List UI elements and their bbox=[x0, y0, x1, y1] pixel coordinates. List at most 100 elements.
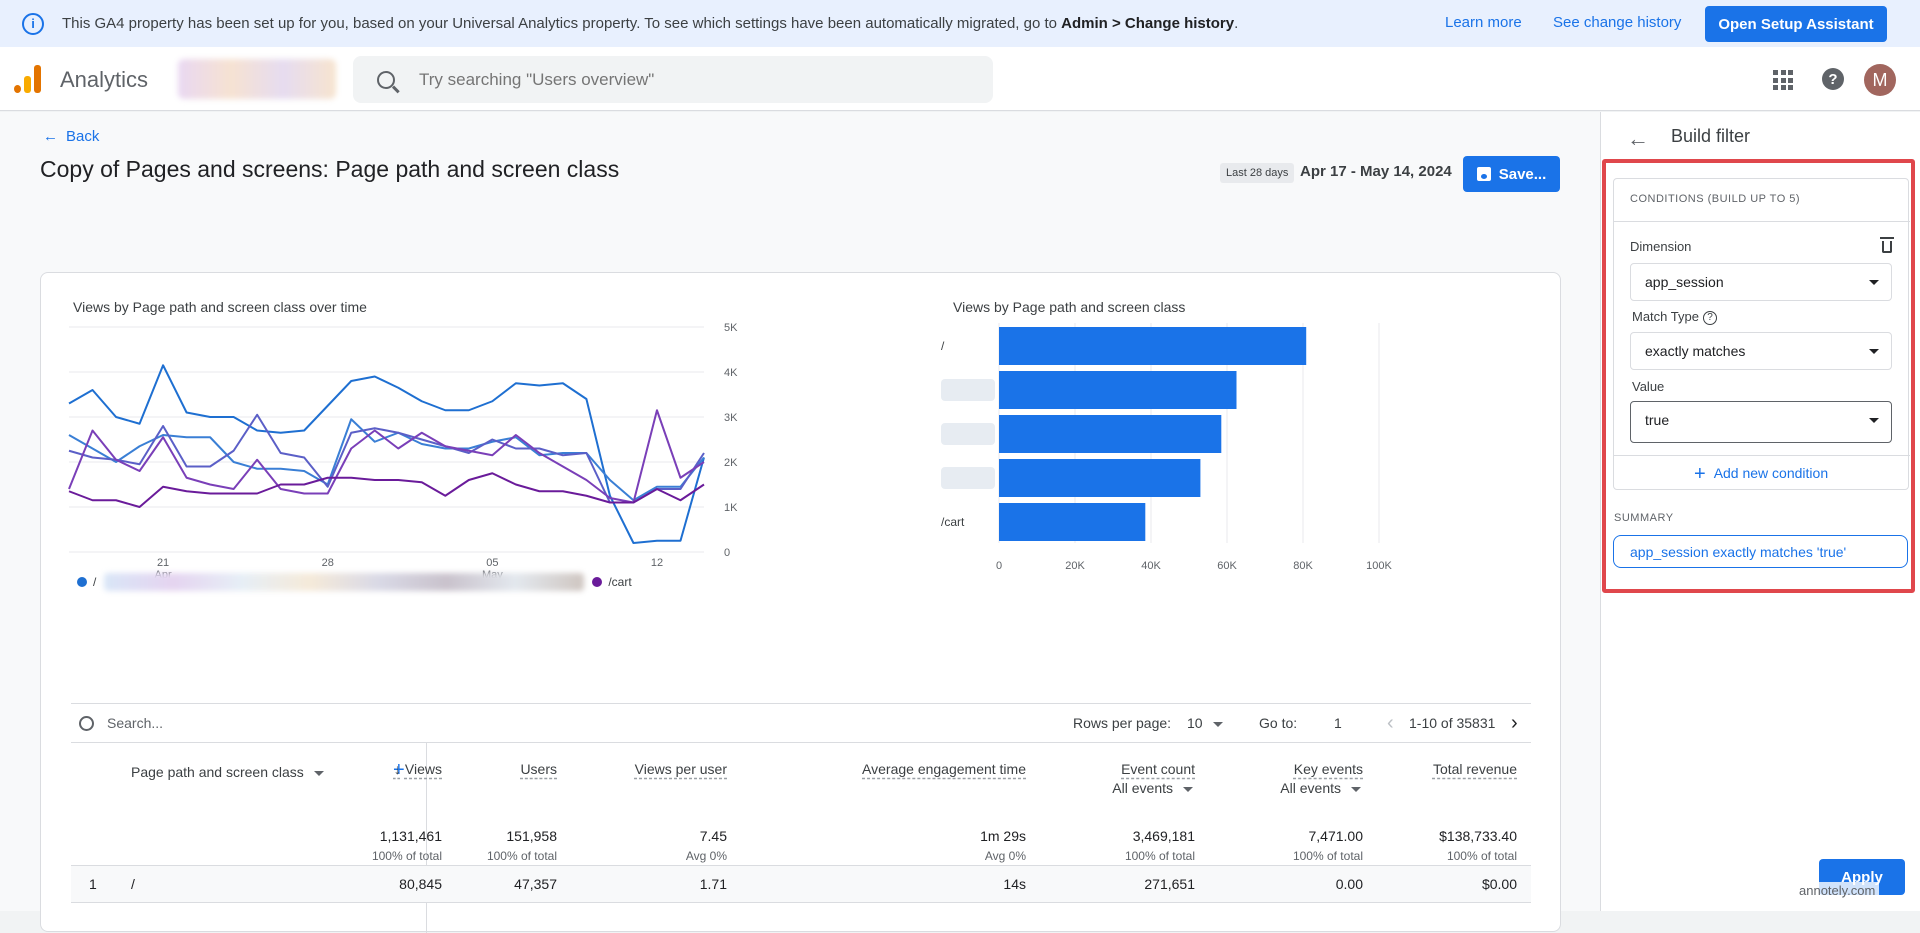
col-event-count-header[interactable]: Event count bbox=[1121, 761, 1195, 777]
account-picker[interactable] bbox=[178, 59, 336, 99]
see-change-history-link[interactable]: See change history bbox=[1553, 14, 1682, 31]
category-label-redacted bbox=[941, 467, 995, 489]
search-icon bbox=[377, 70, 395, 89]
report-area: ← Back Copy of Pages and screens: Page p… bbox=[0, 112, 1600, 933]
col-total-revenue-header[interactable]: Total revenue bbox=[1432, 761, 1517, 777]
category-label-redacted bbox=[941, 379, 995, 401]
col-views-per-user-header[interactable]: Views per user bbox=[634, 761, 727, 777]
open-setup-assistant-button[interactable]: Open Setup Assistant bbox=[1705, 6, 1887, 42]
table-row[interactable]: 1 / 80,845 47,357 1.71 14s 271,651 0.00 … bbox=[71, 865, 1531, 903]
divider bbox=[1614, 455, 1910, 456]
report-card: Views by Page path and screen class over… bbox=[40, 272, 1561, 933]
row-total-revenue: $0.00 bbox=[1481, 876, 1517, 892]
goto-label: Go to: bbox=[1259, 715, 1298, 731]
avatar[interactable]: M bbox=[1864, 64, 1896, 96]
legend-items-redacted bbox=[104, 573, 585, 591]
total-avg-engagement-sub: Avg 0% bbox=[984, 849, 1026, 863]
build-filter-panel: ← Build filter bbox=[1600, 112, 1920, 911]
col-key-events-header[interactable]: Key events bbox=[1293, 761, 1363, 777]
rows-per-page-select[interactable]: 10 bbox=[1187, 715, 1223, 731]
apps-grid-icon[interactable] bbox=[1773, 70, 1793, 90]
rows-per-page-label: Rows per page: bbox=[1073, 715, 1172, 731]
banner-message-bold: Admin > Change history bbox=[1061, 15, 1235, 32]
date-preset-chip[interactable]: Last 28 days bbox=[1220, 163, 1295, 183]
watermark: annotely.com bbox=[1795, 882, 1880, 899]
row-dimension[interactable]: / bbox=[131, 876, 135, 892]
y-tick-label: 1K bbox=[724, 502, 738, 514]
series-line bbox=[68, 413, 705, 504]
dimension-select[interactable]: app_session bbox=[1630, 263, 1892, 301]
add-new-condition-button[interactable]: + Add new condition bbox=[1694, 463, 1829, 485]
app-name[interactable]: Analytics bbox=[60, 67, 149, 92]
divider bbox=[1614, 221, 1910, 222]
summary-chip: app_session exactly matches 'true' bbox=[1613, 535, 1908, 568]
dimension-label: Dimension bbox=[1630, 239, 1692, 254]
row-views-per-user: 1.71 bbox=[699, 876, 727, 892]
help-icon[interactable]: ? bbox=[1702, 310, 1717, 325]
conditions-box: CONDITIONS (BUILD UP TO 5) Dimension app… bbox=[1613, 178, 1910, 490]
series-line bbox=[68, 409, 705, 504]
series-line bbox=[68, 472, 705, 508]
key-events-filter[interactable]: All events bbox=[1280, 780, 1361, 796]
total-event-count-sub: 100% of total bbox=[1124, 849, 1195, 863]
bar bbox=[999, 459, 1201, 497]
goto-input[interactable]: 1 bbox=[1334, 715, 1342, 731]
line-chart[interactable]: 5K4K3K2K1K021Apr2805May12 bbox=[41, 313, 901, 613]
chevron-down-icon bbox=[1869, 349, 1879, 354]
col-users-header[interactable]: Users bbox=[520, 761, 557, 777]
chevron-down-icon bbox=[1869, 418, 1879, 423]
col-views-header[interactable]: ↓ Views bbox=[393, 761, 442, 777]
arrow-left-icon[interactable]: ← bbox=[1627, 126, 1649, 151]
event-count-filter[interactable]: All events bbox=[1112, 780, 1193, 796]
y-tick-label: 4K bbox=[724, 367, 738, 379]
y-tick-label: 0 bbox=[724, 547, 730, 559]
x-tick-label: 21 bbox=[157, 557, 169, 569]
trash-icon[interactable] bbox=[1880, 237, 1894, 253]
info-icon: i bbox=[22, 12, 44, 35]
page-title: Copy of Pages and screens: Page path and… bbox=[40, 156, 620, 182]
search-icon bbox=[79, 716, 94, 731]
back-link[interactable]: ← Back bbox=[43, 128, 99, 145]
analytics-logo-icon[interactable] bbox=[14, 65, 42, 93]
next-page-icon[interactable]: › bbox=[1511, 712, 1518, 734]
match-type-select[interactable]: exactly matches bbox=[1630, 332, 1892, 370]
dimension-header[interactable]: Page path and screen class bbox=[131, 764, 324, 780]
arrow-left-icon: ← bbox=[43, 128, 58, 145]
global-search[interactable] bbox=[353, 56, 993, 103]
chevron-down-icon bbox=[1212, 721, 1223, 727]
total-views-sub: 100% of total bbox=[371, 849, 442, 863]
y-tick-label: 2K bbox=[724, 457, 738, 469]
help-icon[interactable]: ? bbox=[1822, 68, 1844, 90]
value-select[interactable]: true bbox=[1630, 401, 1892, 443]
bar-chart[interactable]: 0 20K 40K 60K 80K 100K / /cart bbox=[941, 313, 1541, 613]
search-input[interactable] bbox=[419, 69, 939, 90]
prev-page-icon[interactable]: ‹ bbox=[1387, 712, 1394, 734]
save-button[interactable]: Save... bbox=[1463, 156, 1560, 192]
date-range[interactable]: Apr 17 - May 14, 2024 bbox=[1300, 163, 1452, 180]
x-tick-label: 80K bbox=[1293, 560, 1313, 572]
total-revenue-sub: 100% of total bbox=[1446, 849, 1517, 863]
table-search-input[interactable]: Search... bbox=[107, 715, 164, 731]
total-key-events-sub: 100% of total bbox=[1292, 849, 1363, 863]
col-avg-engagement-header[interactable]: Average engagement time bbox=[862, 761, 1026, 777]
x-tick-label: 28 bbox=[322, 557, 334, 569]
total-views-per-user: 7.45 bbox=[699, 828, 727, 844]
column-divider bbox=[426, 743, 427, 933]
plus-icon: + bbox=[1694, 463, 1706, 485]
total-avg-engagement: 1m 29s bbox=[980, 828, 1026, 844]
migration-banner: i This GA4 property has been set up for … bbox=[0, 0, 1920, 47]
annotation-highlight-box bbox=[1602, 159, 1915, 593]
row-key-events: 0.00 bbox=[1335, 876, 1363, 892]
learn-more-link[interactable]: Learn more bbox=[1445, 14, 1522, 31]
series-line bbox=[68, 364, 705, 544]
legend-item-home[interactable]: / bbox=[93, 575, 97, 589]
chevron-down-icon bbox=[1869, 280, 1879, 285]
row-users: 47,357 bbox=[514, 876, 557, 892]
save-label: Save... bbox=[1498, 165, 1547, 183]
chevron-down-icon bbox=[1183, 786, 1193, 792]
line-chart-title: Views by Page path and screen class over… bbox=[73, 299, 367, 315]
category-label: /cart bbox=[941, 515, 965, 529]
add-dimension-icon[interactable]: + bbox=[393, 759, 405, 781]
back-label: Back bbox=[66, 128, 100, 145]
legend-item-cart[interactable]: /cart bbox=[608, 575, 632, 589]
